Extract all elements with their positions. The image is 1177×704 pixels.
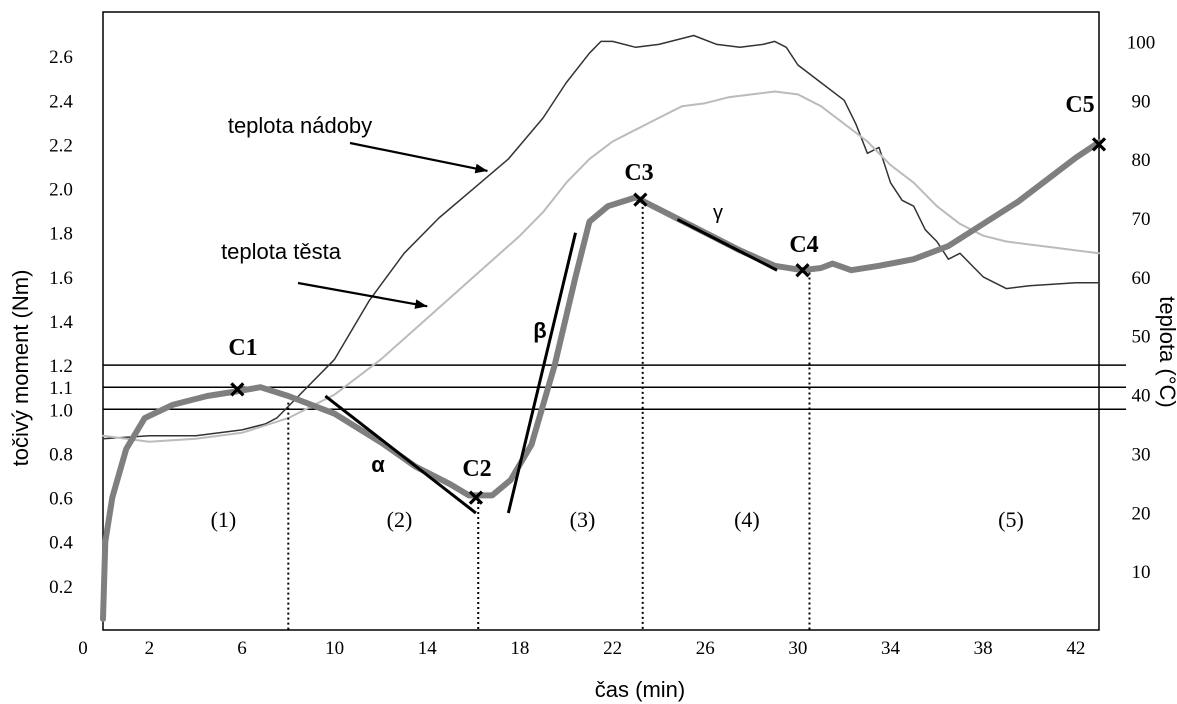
x-tick-label-1: 2 (145, 638, 155, 659)
chart-text: 0.2 0.4 0.6 0.8 1.01.11.2 1.4 1.6 1.8 2.0 2.2 2.4 2… (8, 32, 1177, 702)
x-tick-label-9: 34 (881, 638, 901, 659)
y-right-tick-label-7: 80 (1132, 150, 1151, 171)
x-tick-label-0: 0 (78, 638, 88, 659)
point-label-C4: C4 (789, 232, 818, 258)
phase-label-0: (1) (211, 507, 237, 532)
point-marker-C3 (633, 192, 648, 207)
x-tick-label-4: 14 (418, 638, 438, 659)
x-tick-label-8: 30 (788, 638, 807, 659)
y-left-axis-title: točivý moment (Nm) (8, 270, 33, 467)
y-right-tick-label-1: 20 (1132, 503, 1151, 524)
chart-series (100, 34, 1102, 622)
y-left-tick-label-2: 0.6 (49, 489, 73, 510)
point-label-C1: C1 (228, 335, 257, 361)
tangent-line-0 (324, 394, 477, 515)
tangent-label-0: α (371, 452, 385, 477)
y-left-tick-label-12: 2.4 (49, 91, 73, 112)
point-marker-C2 (468, 490, 484, 505)
y-right-tick-label-0: 10 (1132, 562, 1151, 583)
tangent-line-2 (676, 218, 778, 272)
y-right-tick-label-3: 40 (1132, 386, 1151, 407)
x-tick-label-6: 22 (603, 638, 622, 659)
annotation-text-1: teplota těsta (221, 239, 342, 264)
y-left-tick-label-6: 1.2 (49, 356, 73, 377)
chart-grid (102, 11, 1126, 631)
point-label-C3: C3 (624, 160, 653, 186)
y-right-tick-label-9: 100 (1127, 32, 1156, 53)
y-left-tick-label-3: 0.8 (49, 444, 73, 465)
tangent-label-2: γ (713, 202, 723, 224)
y-left-tick-label-10: 2.0 (49, 180, 73, 201)
annotation-arrow-head-0 (474, 163, 488, 174)
y-left-tick-label-1: 0.4 (49, 533, 73, 554)
x-tick-label-10: 38 (974, 638, 993, 659)
series-line-2 (100, 139, 1102, 622)
point-marker-C1 (230, 382, 245, 397)
annotation-arrow-head-1 (414, 299, 428, 309)
tangent-line-1 (506, 232, 577, 514)
point-label-C2: C2 (462, 456, 491, 482)
x-axis-title: čas (min) (595, 677, 685, 702)
y-left-tick-label-7: 1.4 (49, 312, 73, 333)
chart-overlay (230, 137, 1107, 630)
x-tick-label-3: 10 (325, 638, 344, 659)
series-line-0 (102, 34, 1100, 440)
phase-label-4: (5) (998, 507, 1024, 532)
y-left-tick-label-9: 1.8 (49, 224, 73, 245)
y-right-tick-label-5: 60 (1132, 268, 1151, 289)
y-right-tick-label-6: 70 (1132, 209, 1151, 230)
annotation-text-0: teplota nádoby (228, 113, 372, 138)
phase-label-2: (3) (570, 507, 596, 532)
y-left-tick-label-8: 1.6 (49, 268, 73, 289)
point-label-C5: C5 (1065, 92, 1094, 118)
y-right-tick-label-4: 50 (1132, 327, 1151, 348)
y-left-tick-label-5: 1.1 (49, 378, 73, 399)
point-marker-C5 (1091, 137, 1107, 152)
annotation-arrow-line-1 (297, 281, 428, 308)
y-right-tick-label-2: 30 (1132, 444, 1151, 465)
x-tick-label-5: 18 (510, 638, 529, 659)
point-marker-C4 (795, 263, 810, 278)
y-right-tick-label-8: 90 (1132, 91, 1151, 112)
y-left-tick-label-4: 1.0 (49, 400, 73, 421)
x-tick-label-11: 42 (1066, 638, 1085, 659)
y-left-tick-label-0: 0.2 (49, 577, 73, 598)
plot-frame (102, 11, 1100, 631)
annotation-arrow-line-0 (349, 141, 488, 172)
y-left-tick-label-11: 2.2 (49, 135, 73, 156)
x-tick-label-2: 6 (237, 638, 247, 659)
y-left-tick-label-13: 2.6 (49, 47, 73, 68)
tangent-label-1: β (533, 318, 546, 343)
phase-label-1: (2) (387, 507, 413, 532)
x-tick-label-7: 26 (696, 638, 715, 659)
y-right-axis-title: teplota (°C) (1155, 296, 1177, 408)
series-line-1 (102, 90, 1100, 443)
phase-label-3: (4) (734, 507, 760, 532)
